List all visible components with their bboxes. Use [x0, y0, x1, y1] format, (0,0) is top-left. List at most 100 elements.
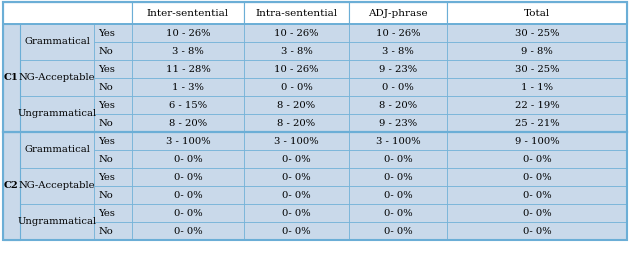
- Text: Grammatical: Grammatical: [24, 146, 90, 154]
- Text: 10 - 26%: 10 - 26%: [274, 29, 319, 37]
- Bar: [244, 222, 349, 240]
- Bar: [132, 168, 244, 186]
- Text: Inter-sentential: Inter-sentential: [147, 9, 229, 17]
- Text: 11 - 28%: 11 - 28%: [165, 64, 210, 74]
- Bar: [447, 114, 627, 132]
- Text: 22 - 19%: 22 - 19%: [515, 101, 559, 109]
- Bar: [132, 150, 244, 168]
- Bar: [3, 24, 20, 132]
- Bar: [349, 2, 447, 24]
- Bar: [349, 42, 447, 60]
- Bar: [20, 204, 94, 240]
- Text: 25 - 21%: 25 - 21%: [515, 119, 559, 127]
- Text: 9 - 100%: 9 - 100%: [515, 136, 559, 146]
- Bar: [447, 78, 627, 96]
- Bar: [132, 186, 244, 204]
- Text: 0- 0%: 0- 0%: [282, 154, 311, 164]
- Bar: [132, 114, 244, 132]
- Text: 9 - 8%: 9 - 8%: [521, 47, 553, 55]
- Text: Ungrammatical: Ungrammatical: [18, 218, 97, 226]
- Bar: [132, 96, 244, 114]
- Text: 3 - 8%: 3 - 8%: [172, 47, 204, 55]
- Bar: [244, 150, 349, 168]
- Bar: [20, 132, 94, 168]
- Text: No: No: [98, 47, 113, 55]
- Bar: [94, 222, 132, 240]
- Bar: [3, 132, 20, 240]
- Bar: [244, 168, 349, 186]
- Text: Yes: Yes: [98, 64, 115, 74]
- Text: 1 - 1%: 1 - 1%: [521, 82, 553, 92]
- Bar: [94, 42, 132, 60]
- Text: NG-Acceptable: NG-Acceptable: [19, 74, 96, 82]
- Text: 1 - 3%: 1 - 3%: [172, 82, 204, 92]
- Text: 8 - 20%: 8 - 20%: [277, 119, 316, 127]
- Bar: [447, 96, 627, 114]
- Text: 0- 0%: 0- 0%: [174, 226, 203, 236]
- Text: 0- 0%: 0- 0%: [384, 172, 413, 181]
- Text: 0- 0%: 0- 0%: [282, 172, 311, 181]
- Bar: [20, 168, 94, 204]
- Text: 8 - 20%: 8 - 20%: [169, 119, 207, 127]
- Text: No: No: [98, 82, 113, 92]
- Bar: [94, 150, 132, 168]
- Text: 30 - 25%: 30 - 25%: [515, 64, 559, 74]
- Text: Total: Total: [524, 9, 550, 17]
- Bar: [132, 222, 244, 240]
- Bar: [244, 2, 349, 24]
- Bar: [94, 168, 132, 186]
- Bar: [447, 60, 627, 78]
- Bar: [244, 24, 349, 42]
- Text: 0- 0%: 0- 0%: [174, 172, 203, 181]
- Text: 9 - 23%: 9 - 23%: [379, 64, 417, 74]
- Bar: [349, 150, 447, 168]
- Bar: [132, 204, 244, 222]
- Text: 0- 0%: 0- 0%: [282, 226, 311, 236]
- Bar: [94, 78, 132, 96]
- Bar: [244, 96, 349, 114]
- Bar: [132, 2, 244, 24]
- Bar: [20, 60, 94, 96]
- Text: 0- 0%: 0- 0%: [523, 154, 551, 164]
- Text: Ungrammatical: Ungrammatical: [18, 109, 97, 119]
- Text: 0- 0%: 0- 0%: [174, 209, 203, 218]
- Text: No: No: [98, 191, 113, 199]
- Bar: [94, 114, 132, 132]
- Bar: [20, 96, 94, 132]
- Bar: [132, 78, 244, 96]
- Bar: [349, 204, 447, 222]
- Text: 0- 0%: 0- 0%: [523, 209, 551, 218]
- Bar: [349, 60, 447, 78]
- Text: C1: C1: [4, 74, 19, 82]
- Text: Grammatical: Grammatical: [24, 37, 90, 47]
- Text: 3 - 100%: 3 - 100%: [376, 136, 420, 146]
- Text: 0- 0%: 0- 0%: [384, 226, 413, 236]
- Bar: [20, 24, 94, 60]
- Bar: [132, 60, 244, 78]
- Bar: [447, 186, 627, 204]
- Text: 3 - 100%: 3 - 100%: [165, 136, 210, 146]
- Text: 8 - 20%: 8 - 20%: [379, 101, 417, 109]
- Text: Intra-sentential: Intra-sentential: [255, 9, 338, 17]
- Text: ADJ-phrase: ADJ-phrase: [368, 9, 428, 17]
- Text: 0- 0%: 0- 0%: [174, 191, 203, 199]
- Bar: [349, 168, 447, 186]
- Bar: [244, 60, 349, 78]
- Text: Yes: Yes: [98, 172, 115, 181]
- Bar: [349, 114, 447, 132]
- Bar: [447, 168, 627, 186]
- Text: 3 - 100%: 3 - 100%: [274, 136, 319, 146]
- Text: 0- 0%: 0- 0%: [384, 154, 413, 164]
- Text: C2: C2: [4, 181, 19, 191]
- Text: 30 - 25%: 30 - 25%: [515, 29, 559, 37]
- Bar: [244, 132, 349, 150]
- Text: 0- 0%: 0- 0%: [282, 209, 311, 218]
- Bar: [244, 78, 349, 96]
- Text: 3 - 8%: 3 - 8%: [382, 47, 414, 55]
- Bar: [447, 222, 627, 240]
- Text: 0 - 0%: 0 - 0%: [281, 82, 313, 92]
- Bar: [349, 132, 447, 150]
- Bar: [349, 222, 447, 240]
- Text: 0- 0%: 0- 0%: [384, 209, 413, 218]
- Bar: [132, 42, 244, 60]
